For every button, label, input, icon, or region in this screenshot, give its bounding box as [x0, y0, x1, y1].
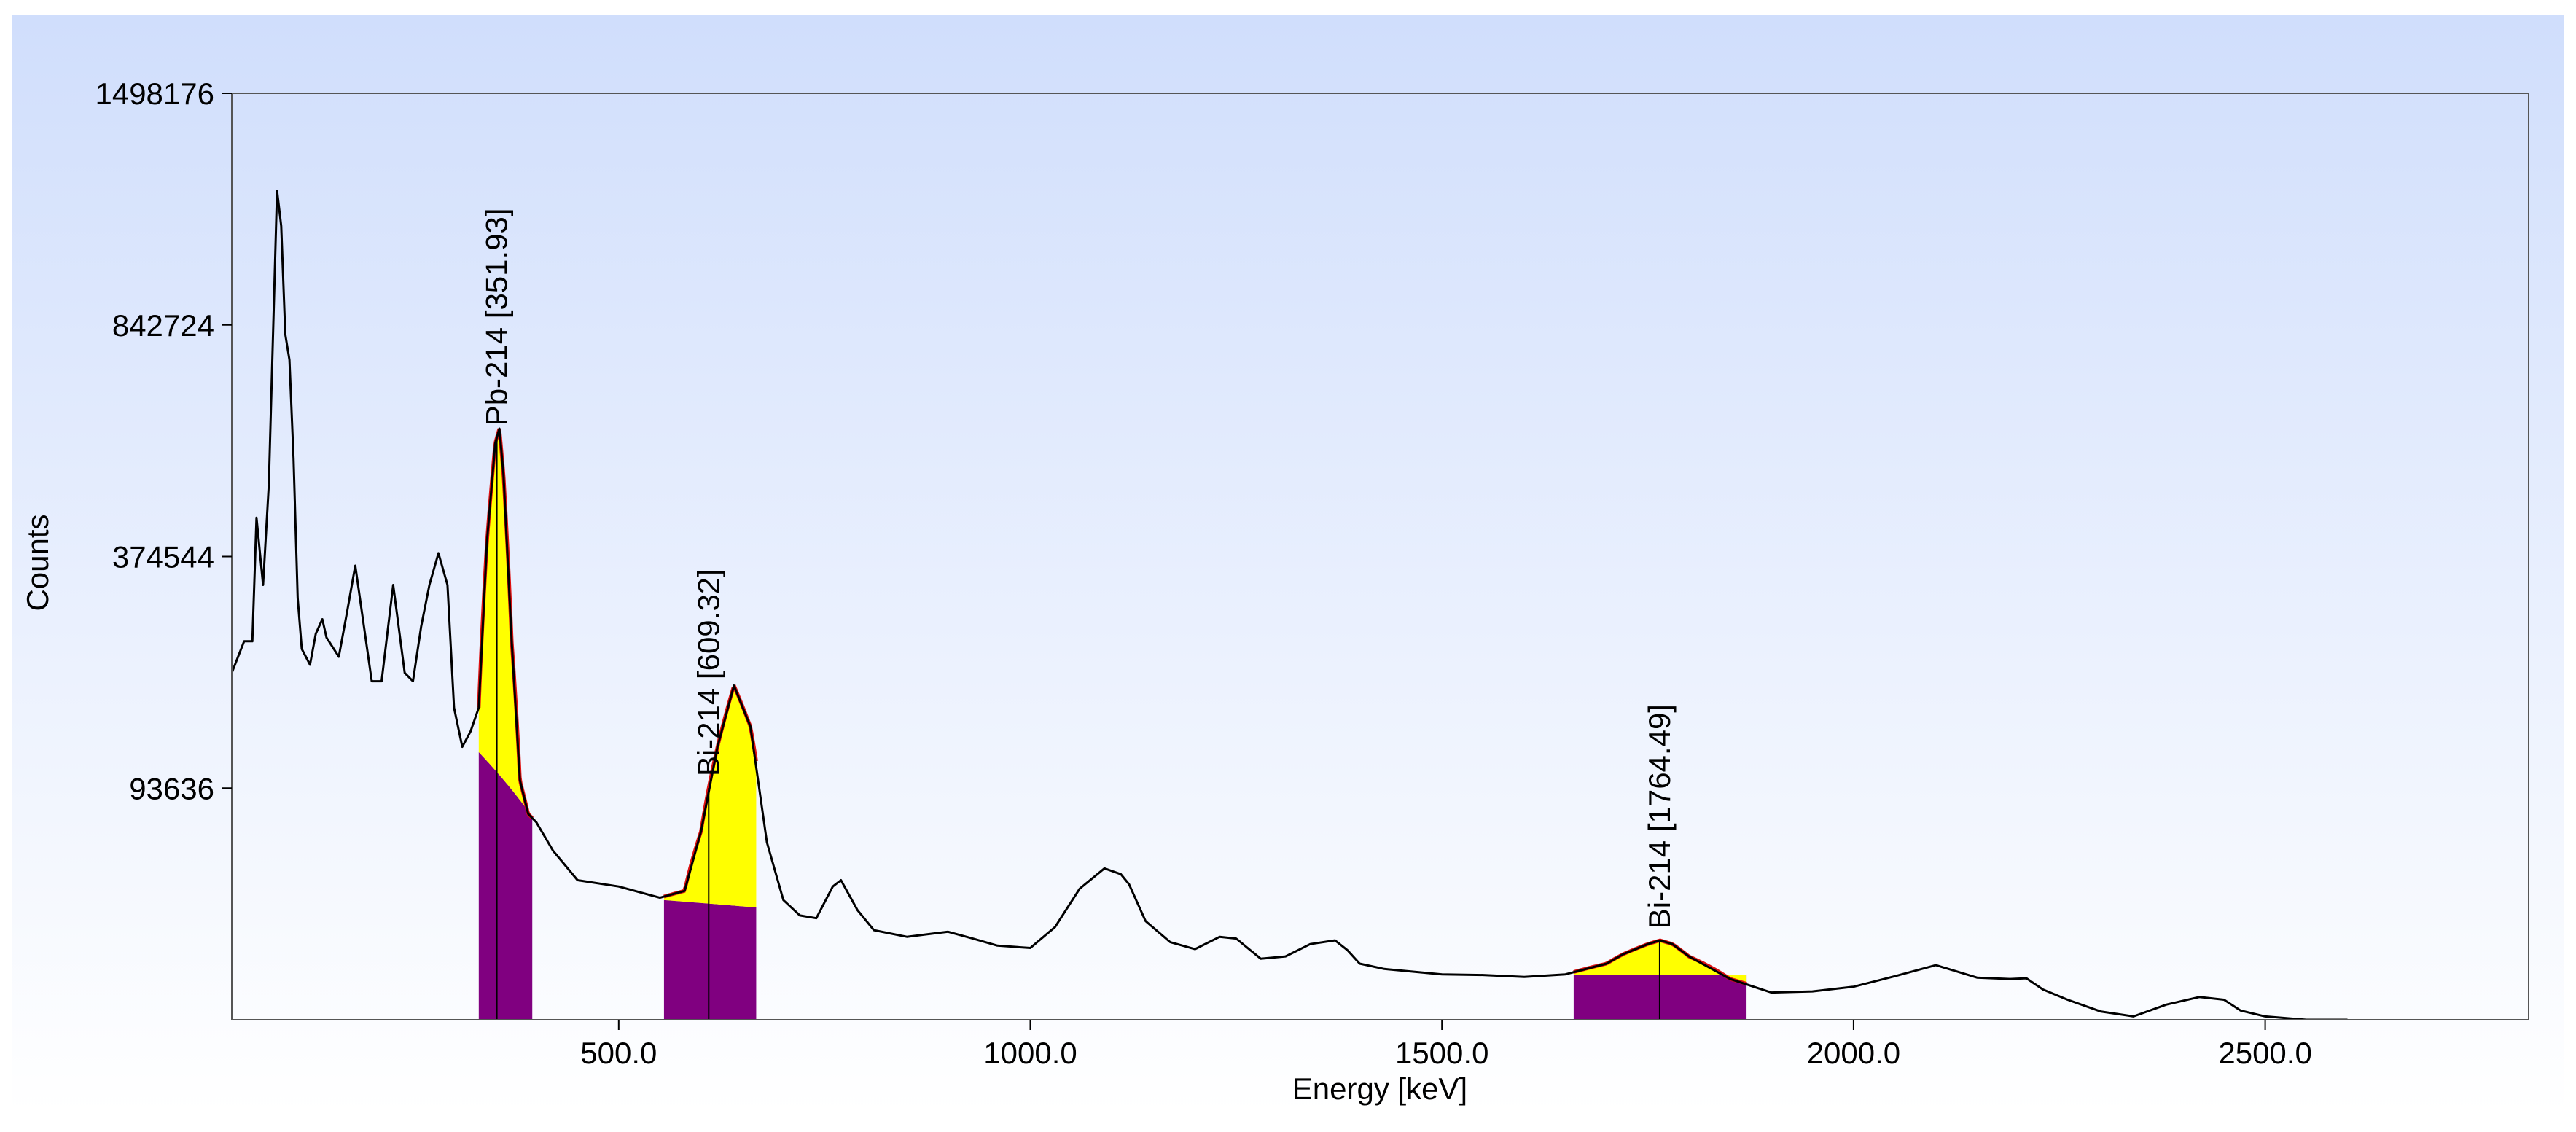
- axes: 500.0 1000.0 1500.0 2000.0 2500.0 93636 374544…: [95, 77, 2311, 1070]
- peak-net-area-1: [478, 429, 533, 819]
- peak-net-area-2: [663, 687, 757, 907]
- peak-label-2: Bi-214 [609.32]: [691, 569, 725, 776]
- x-tick-label: 1000.0: [983, 1036, 1077, 1070]
- y-tick-label: 93636: [129, 771, 214, 805]
- peak-background-region-2: [663, 899, 757, 1020]
- peak-label-1: Pb-214 [351.93]: [480, 208, 514, 426]
- peak-labels: Pb-214 [351.93] Bi-214 [609.32] Bi-214 [17…: [480, 208, 1677, 929]
- x-tick-label: 1500.0: [1395, 1036, 1488, 1070]
- y-tick-label: 1498176: [95, 77, 214, 111]
- x-axis-label: Energy [keV]: [1292, 1072, 1467, 1106]
- y-tick-label: 842724: [112, 308, 214, 343]
- chart-background: [12, 15, 2564, 1114]
- spectrum-line: [232, 190, 2348, 1020]
- peak-label-3: Bi-214 [1764.49]: [1642, 704, 1677, 929]
- peak-background-region-1: [478, 752, 533, 1020]
- x-tick-label: 2000.0: [1807, 1036, 1900, 1070]
- x-tick-label: 500.0: [580, 1036, 657, 1070]
- y-tick-label: 374544: [112, 540, 214, 574]
- plot-area: [232, 190, 2348, 1020]
- x-tick-label: 2500.0: [2218, 1036, 2311, 1070]
- y-axis-label: Counts: [20, 514, 55, 611]
